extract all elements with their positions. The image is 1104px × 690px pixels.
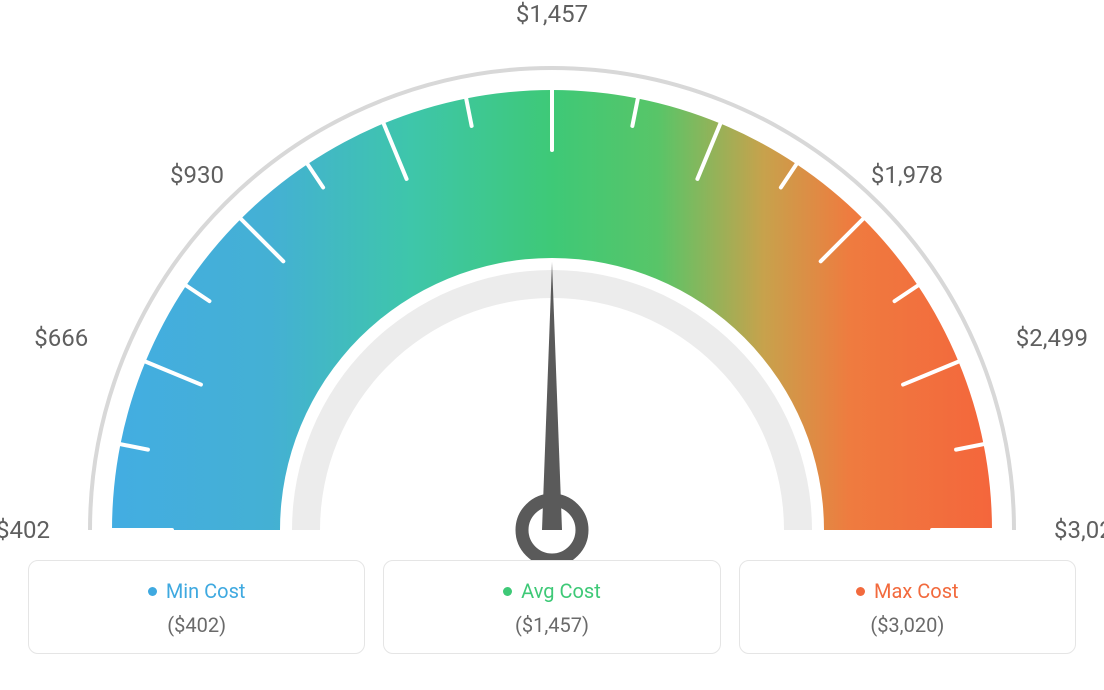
legend-title: Avg Cost [384, 579, 719, 603]
legend-title-text: Max Cost [874, 579, 959, 603]
gauge-tick-label: $1,978 [871, 161, 943, 189]
gauge-needle [542, 262, 562, 530]
gauge-tick-label: $1,457 [516, 0, 588, 28]
gauge-tick-label: $666 [34, 324, 88, 352]
legend-title-text: Min Cost [166, 579, 246, 603]
legend-row: Min Cost ($402) Avg Cost ($1,457) Max Cost… [0, 560, 1104, 654]
legend-dot [856, 587, 865, 596]
gauge-tick-label: $402 [0, 516, 50, 544]
legend-dot [148, 587, 157, 596]
legend-card: Max Cost ($3,020) [739, 560, 1076, 654]
gauge-tick-label: $930 [170, 161, 224, 189]
legend-title-text: Avg Cost [521, 579, 601, 603]
legend-card: Avg Cost ($1,457) [383, 560, 720, 654]
gauge-tick-label: $3,020 [1054, 516, 1104, 544]
legend-title: Min Cost [29, 579, 364, 603]
gauge-tick-label: $2,499 [1016, 324, 1088, 352]
legend-value: ($3,020) [740, 613, 1075, 637]
legend-card: Min Cost ($402) [28, 560, 365, 654]
legend-dot [503, 587, 512, 596]
legend-title: Max Cost [740, 579, 1075, 603]
cost-gauge: $402 $666 $930 $1,457 $1,978 $2,499 $3,020 [0, 0, 1104, 560]
legend-value: ($402) [29, 613, 364, 637]
legend-value: ($1,457) [384, 613, 719, 637]
